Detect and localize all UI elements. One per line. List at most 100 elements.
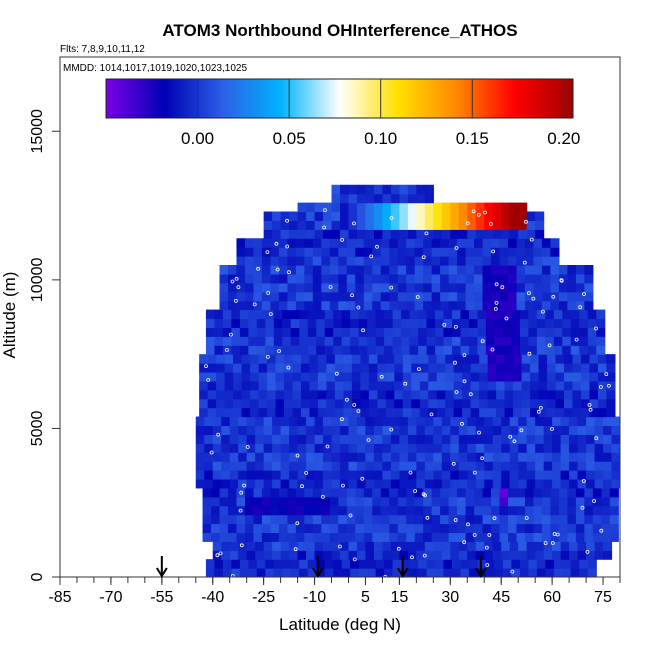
heatmap-cell [228, 532, 238, 542]
heatmap-cell [458, 220, 468, 230]
heatmap-cell [530, 371, 540, 382]
heatmap-cell [524, 523, 535, 534]
heatmap-cell [219, 487, 229, 498]
heatmap-cell [261, 273, 272, 284]
heatmap-cell [553, 309, 563, 320]
heatmap-cell [356, 229, 367, 239]
heatmap-cell [550, 514, 560, 525]
heatmap-cell [518, 470, 528, 480]
heatmap-cell [272, 425, 282, 435]
heatmap-cell [424, 202, 434, 213]
heatmap-cell [367, 327, 377, 337]
heatmap-cell [524, 273, 535, 284]
heatmap-cell [299, 345, 309, 355]
heatmap-cell [244, 238, 255, 248]
heatmap-cell [356, 193, 367, 204]
heatmap-cell [338, 505, 348, 516]
heatmap-cell [594, 425, 604, 435]
heatmap-cell [584, 265, 594, 275]
sample-point [328, 285, 333, 289]
heatmap-cell [241, 371, 251, 382]
heatmap-cell [411, 380, 421, 391]
heatmap-cell [360, 371, 370, 382]
heatmap-cell [263, 550, 273, 560]
heatmap-cell [334, 389, 344, 400]
heatmap-cell [450, 425, 460, 435]
heatmap-cell [545, 318, 555, 328]
heatmap-cell [431, 532, 441, 542]
heatmap-cell [494, 327, 504, 337]
heatmap-cell [575, 273, 585, 284]
sample-point [286, 365, 291, 370]
heatmap-cell [244, 505, 255, 516]
sample-point [389, 216, 394, 220]
heatmap-cell [367, 559, 377, 569]
heatmap-cell [441, 541, 451, 551]
heatmap-cell [502, 309, 512, 320]
heatmap-cell [367, 318, 377, 328]
heatmap-cell [394, 398, 404, 409]
heatmap-cell [584, 523, 594, 534]
heatmap-cell [443, 559, 453, 569]
heatmap-cell [287, 532, 297, 542]
heatmap-cell [351, 363, 361, 373]
heatmap-cell [609, 532, 619, 542]
heatmap-cell [236, 238, 246, 248]
heatmap-cell [526, 470, 536, 480]
heatmap-cell [289, 229, 299, 239]
heatmap-cell [329, 496, 339, 507]
heatmap-cell [202, 487, 212, 498]
heatmap-cell [312, 265, 322, 275]
heatmap-cell [409, 568, 419, 577]
heatmap-cell [231, 568, 241, 577]
heatmap-cell [246, 416, 256, 427]
heatmap-cell [406, 291, 416, 302]
heatmap-cell [467, 434, 477, 444]
heatmap-cell [484, 211, 494, 222]
heatmap-cell [350, 318, 360, 328]
heatmap-cell [518, 452, 528, 462]
heatmap-cell [392, 559, 402, 569]
heatmap-cell [426, 345, 436, 355]
heatmap-cell [287, 505, 297, 516]
heatmap-cell [267, 371, 277, 382]
heatmap-cell [365, 229, 375, 239]
heatmap-cell [558, 514, 568, 525]
heatmap-cell [502, 568, 512, 577]
heatmap-cell [250, 389, 260, 400]
heatmap-cell [350, 336, 360, 346]
heatmap-cell [261, 238, 272, 248]
heatmap-cell [324, 309, 334, 320]
sample-point [236, 285, 241, 290]
heatmap-cell [272, 461, 282, 471]
heatmap-cell [474, 505, 484, 516]
heatmap-cell [326, 398, 336, 409]
heatmap-cell [355, 291, 365, 302]
heatmap-cell [501, 211, 511, 222]
heatmap-cell [278, 273, 288, 284]
heatmap-cell [470, 407, 480, 418]
heatmap-cell [509, 550, 519, 560]
heatmap-cell [253, 256, 263, 266]
heatmap-cell [474, 256, 484, 266]
heatmap-cell [207, 371, 217, 382]
heatmap-cell [214, 327, 224, 337]
heatmap-cell [501, 416, 511, 427]
heatmap-cell [365, 193, 375, 204]
heatmap-cell [423, 265, 433, 275]
heatmap-cell [560, 470, 570, 480]
heatmap-cell [567, 505, 577, 516]
sample-point [215, 553, 220, 558]
heatmap-cell [385, 354, 395, 364]
heatmap-cell [414, 505, 424, 516]
heatmap-cell [348, 416, 358, 427]
sample-point [494, 282, 499, 287]
heatmap-cell [221, 461, 231, 471]
heatmap-cell [340, 541, 350, 551]
heatmap-cell [377, 371, 387, 382]
heatmap-cell [470, 380, 480, 391]
heatmap-cell [584, 496, 594, 507]
plot-frame [59, 56, 621, 578]
heatmap-cell [474, 247, 484, 257]
heatmap-cell [501, 220, 511, 230]
